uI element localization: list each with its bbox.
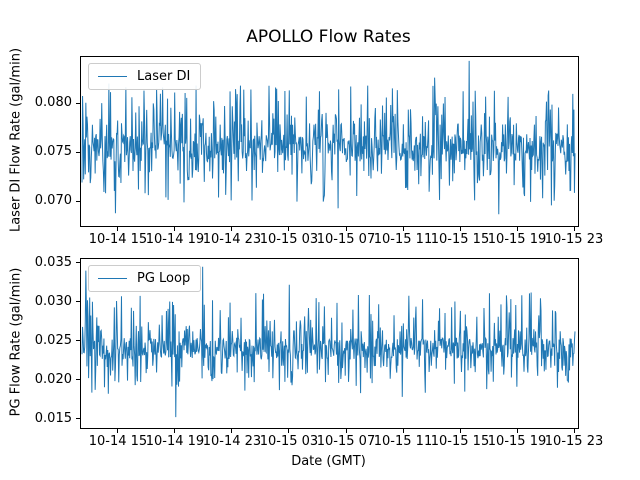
figure-title: APOLLO Flow Rates	[246, 27, 411, 47]
x-tick-label: 10-14 19	[145, 232, 205, 247]
laser-di-legend-label: Laser DI	[137, 69, 191, 84]
x-tick-mark	[345, 227, 347, 231]
x-tick-label: 10-15 11	[373, 434, 433, 449]
y-tick-mark	[76, 340, 80, 342]
x-tick-mark	[117, 429, 119, 433]
x-tick-label: 10-14 19	[145, 434, 205, 449]
x-tick-mark	[117, 227, 119, 231]
x-tick-label: 10-14 15	[88, 434, 148, 449]
x-tick-label: 10-15 23	[544, 434, 604, 449]
y-tick-mark	[76, 301, 80, 303]
x-tick-mark	[459, 429, 461, 433]
top-legend: Laser DI	[88, 63, 202, 90]
x-tick-label: 10-15 19	[487, 434, 547, 449]
y-tick-mark	[76, 418, 80, 420]
x-tick-label: 10-15 07	[316, 434, 376, 449]
y-tick-mark	[76, 379, 80, 381]
x-tick-label: 10-14 23	[202, 232, 262, 247]
y-tick-mark	[76, 151, 80, 153]
x-tick-mark	[231, 429, 233, 433]
y-tick-mark	[76, 262, 80, 264]
pg-loop-series-line	[81, 266, 576, 418]
y-tick-label: 0.035	[34, 254, 72, 270]
pg-loop-legend-label: PG Loop	[137, 271, 191, 286]
x-tick-label: 10-14 15	[88, 232, 148, 247]
y-tick-mark	[76, 102, 80, 104]
y-tick-label: 0.075	[34, 144, 72, 160]
laser-di-line-chart	[81, 60, 576, 215]
x-tick-mark	[573, 429, 575, 433]
y-tick-label: 0.025	[34, 332, 72, 348]
x-tick-mark	[459, 227, 461, 231]
x-tick-mark	[516, 227, 518, 231]
bottom-legend: PG Loop	[88, 265, 202, 292]
x-tick-label: 10-15 19	[487, 232, 547, 247]
x-tick-mark	[402, 227, 404, 231]
y-tick-label: 0.080	[34, 95, 72, 111]
x-tick-label: 10-15 11	[373, 232, 433, 247]
x-tick-label: 10-14 23	[202, 434, 262, 449]
laser-di-series-line	[81, 60, 576, 215]
x-tick-label: 10-15 15	[430, 232, 490, 247]
x-tick-mark	[231, 227, 233, 231]
y-tick-mark	[76, 200, 80, 202]
x-tick-label: 10-15 03	[259, 434, 319, 449]
x-tick-mark	[288, 227, 290, 231]
y-tick-label: 0.070	[34, 193, 72, 209]
x-tick-label: 10-15 07	[316, 232, 376, 247]
top-plot-area: Laser DI	[80, 56, 579, 227]
bottom-plot-area: PG Loop	[80, 258, 579, 429]
x-axis-label: Date (GMT)	[291, 454, 366, 469]
x-tick-mark	[573, 227, 575, 231]
pg-loop-line-chart	[81, 266, 576, 418]
y-tick-label: 0.020	[34, 371, 72, 387]
x-tick-label: 10-15 15	[430, 434, 490, 449]
laser-di-legend-line-sample	[98, 76, 127, 77]
x-tick-mark	[174, 227, 176, 231]
x-tick-label: 10-15 23	[544, 232, 604, 247]
x-tick-mark	[402, 429, 404, 433]
x-tick-mark	[288, 429, 290, 433]
y-tick-label: 0.030	[34, 293, 72, 309]
x-tick-mark	[345, 429, 347, 433]
y-tick-label: 0.015	[34, 410, 72, 426]
x-tick-label: 10-15 03	[259, 232, 319, 247]
x-tick-mark	[516, 429, 518, 433]
pg-loop-legend-line-sample	[98, 278, 127, 279]
x-tick-mark	[174, 429, 176, 433]
